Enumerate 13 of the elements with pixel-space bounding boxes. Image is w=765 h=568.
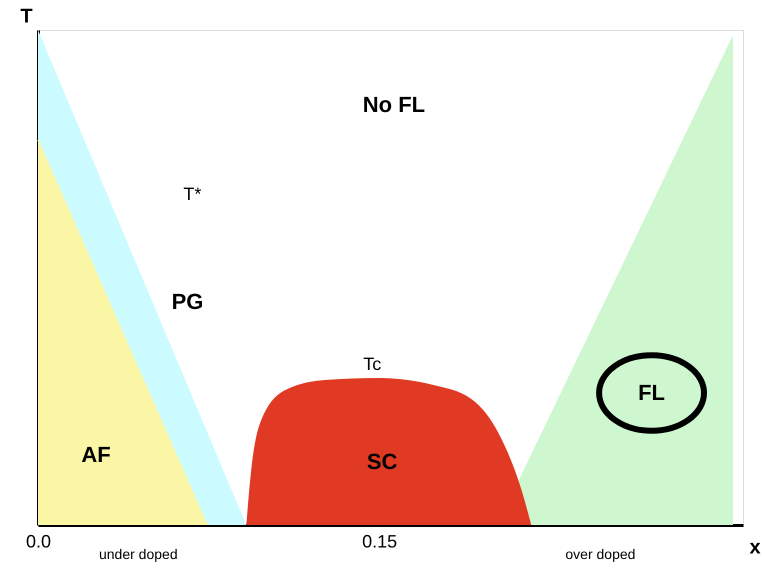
annotation: SC [366,449,398,474]
annotation: No FL [362,92,426,117]
annotation: AF [81,442,111,467]
y-axis-title: T [20,6,33,28]
annotation: T* [183,184,202,204]
annotation: Tc [363,354,382,374]
x-tick-label: 0.0 [26,532,52,552]
x-axis-title: x [750,536,761,558]
text: under doped [98,546,178,562]
annotation: FL [638,380,665,405]
annotation: PG [172,289,204,314]
text: over doped [565,546,636,562]
x-tick-label: 0.15 [362,532,398,552]
